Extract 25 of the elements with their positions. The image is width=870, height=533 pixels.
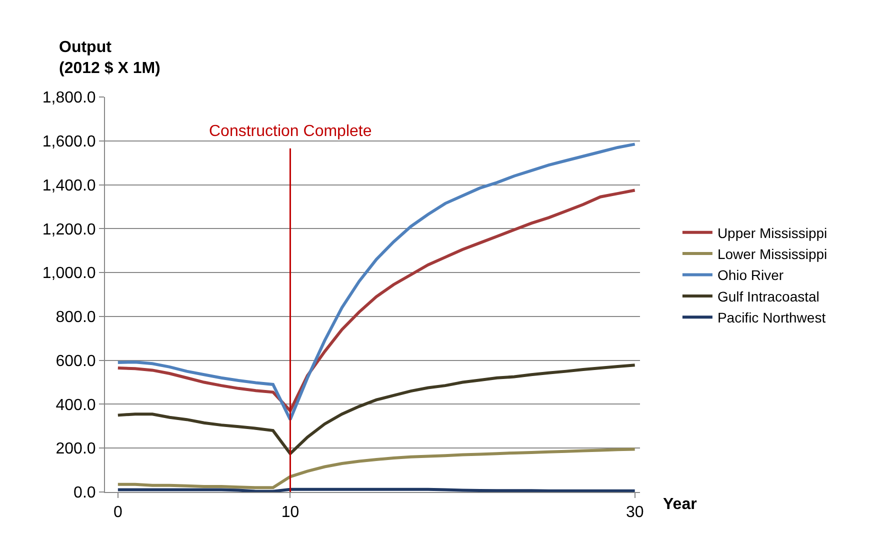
y-tick-label: 200.0 bbox=[56, 440, 96, 458]
y-tick-label: 1,800.0 bbox=[42, 90, 96, 107]
legend-label: Upper Mississippi bbox=[717, 224, 828, 241]
legend-label: Ohio River bbox=[717, 267, 784, 284]
legend-label: Lower Mississippi bbox=[717, 246, 828, 262]
x-tick-label: 0 bbox=[113, 504, 122, 522]
y-tick-label: 1,400.0 bbox=[42, 177, 96, 194]
legend-label: Gulf Intracoastal bbox=[717, 288, 820, 304]
line-series bbox=[116, 364, 636, 456]
x-tick-label: 10 bbox=[281, 504, 300, 522]
y-tick-label: 1,000.0 bbox=[42, 265, 96, 282]
line-series bbox=[116, 142, 636, 422]
y-tick-label: 600.0 bbox=[56, 352, 96, 370]
y-tick-label: 1,600.0 bbox=[42, 133, 96, 150]
y-tick-label: 1,200.0 bbox=[42, 221, 96, 238]
y-tick-label: 800.0 bbox=[56, 309, 96, 326]
legend-label: Pacific Northwest bbox=[717, 310, 826, 326]
line-series bbox=[116, 448, 636, 490]
ref-line-label: Construction Complete bbox=[209, 123, 372, 140]
y-tick-label: 400.0 bbox=[56, 396, 96, 414]
y-axis-title: Output (2012 $ X 1M) bbox=[59, 39, 160, 77]
x-tick-label: 30 bbox=[626, 504, 644, 522]
line-series bbox=[116, 188, 636, 412]
y-tick-label: 0.0 bbox=[74, 484, 96, 502]
x-axis-title: Year bbox=[663, 496, 697, 513]
